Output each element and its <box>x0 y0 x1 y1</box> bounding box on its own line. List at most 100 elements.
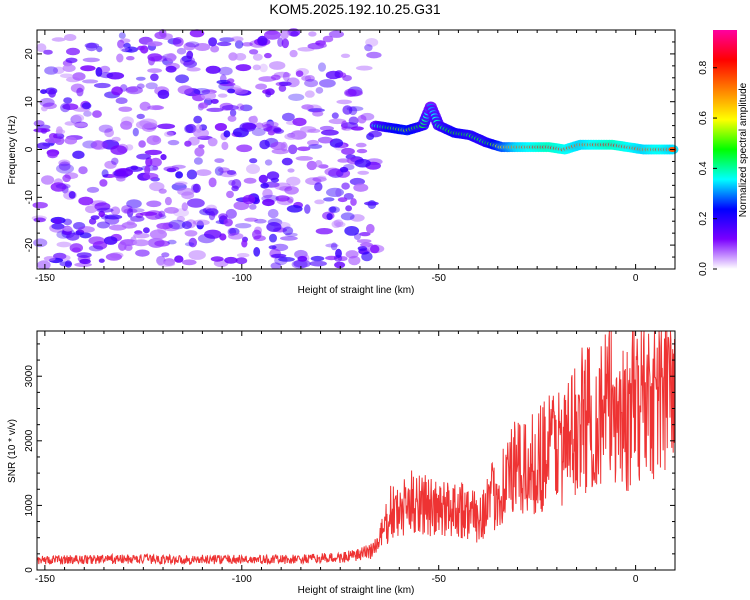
snr-x-ticks: -150 -100 -50 0 <box>35 331 676 585</box>
heatmap-noise-cell <box>254 218 267 224</box>
heatmap-noise-cell <box>186 50 194 60</box>
heatmap-noise-cell <box>343 164 355 171</box>
heatmap-noise-cell <box>174 181 188 186</box>
heatmap-noise-cell <box>132 127 139 137</box>
heatmap-noise-cell <box>290 31 299 37</box>
heatmap-noise-cell <box>69 243 84 253</box>
heatmap-noise-cell <box>314 182 323 192</box>
heatmap-noise-cell <box>343 193 354 200</box>
heatmap-noise-cell <box>345 250 359 259</box>
heatmap-noise-cell <box>262 198 275 207</box>
heatmap-noise-cell <box>273 127 282 133</box>
heatmap-noise-cell <box>110 206 121 216</box>
heatmap-noise-cell <box>176 47 187 55</box>
heatmap-noise-cell <box>312 110 324 117</box>
heatmap-noise-cell <box>36 43 47 53</box>
heatmap-noise-cell <box>328 30 344 38</box>
heatmap-noise-cell <box>368 130 382 138</box>
heatmap-noise-cell <box>147 53 163 62</box>
x-tick-label: -50 <box>431 273 446 284</box>
heatmap-noise-cell <box>79 258 91 265</box>
y-tick-label: 0 <box>24 567 35 573</box>
heatmap-noise-cell <box>103 236 118 245</box>
heatmap-noise-cell <box>270 262 282 270</box>
heatmap-noise-cell <box>337 158 350 163</box>
heatmap-noise-cell <box>225 208 237 219</box>
heatmap-noise-cell <box>276 197 294 206</box>
heatmap-noise-cell <box>188 237 197 248</box>
heatmap-noise-cell <box>356 239 372 244</box>
heatmap-noise-cell <box>119 46 129 52</box>
heatmap-noise-cell <box>312 176 327 182</box>
heatmap-noise-cell <box>207 137 218 147</box>
heatmap-noise-cell <box>262 123 273 132</box>
heatmap-noise-cell <box>92 241 108 250</box>
spectrogram-x-ticks: -150 -100 -50 0 <box>35 30 676 284</box>
heatmap-noise-cell <box>315 87 324 94</box>
heatmap-noise-cell <box>210 98 219 104</box>
heatmap-noise-cell <box>227 88 236 94</box>
heatmap-noise-cell <box>47 152 58 159</box>
heatmap-noise-cell <box>340 212 355 221</box>
heatmap-noise-cell <box>251 229 262 240</box>
heatmap-noise-cell <box>262 188 273 199</box>
heatmap-noise-cell <box>268 245 277 250</box>
heatmap-noise-cell <box>73 222 86 230</box>
heatmap-noise-cell <box>251 127 266 137</box>
heatmap-noise-cell <box>342 105 353 115</box>
heatmap-noise-cell <box>65 57 78 63</box>
heatmap-noise-cell <box>128 208 145 213</box>
heatmap-noise-cell <box>269 233 277 243</box>
heatmap-noise-cell <box>187 198 205 208</box>
heatmap-noise-cell <box>126 199 142 209</box>
heatmap-noise-cell <box>41 175 55 185</box>
heatmap-noise-cell <box>157 261 176 267</box>
heatmap-noise-cell <box>340 53 351 58</box>
heatmap-noise-cell <box>111 86 123 96</box>
heatmap-noise-cell <box>64 136 78 145</box>
heatmap-noise-cell <box>236 253 250 258</box>
heatmap-noise-cell <box>168 219 186 230</box>
heatmap-noise-cell <box>226 78 235 84</box>
heatmap-noise-cell <box>278 84 287 92</box>
heatmap-noise-cell <box>242 194 256 205</box>
heatmap-noise-cell <box>80 65 96 72</box>
heatmap-noise-cell <box>157 123 176 130</box>
heatmap-noise-cell <box>139 101 151 111</box>
heatmap-noise-cell <box>62 103 79 110</box>
heatmap-noise-cell <box>121 48 133 53</box>
heatmap-noise-cell <box>184 230 198 237</box>
heatmap-noise-cell <box>286 176 301 186</box>
snr-x-axis-label: Height of straight line (km) <box>298 585 415 596</box>
heatmap-noise-cell <box>44 137 62 144</box>
heatmap-noise-cell <box>93 82 111 89</box>
heatmap-noise-cell <box>181 259 197 266</box>
heatmap-noise-cell <box>208 37 218 47</box>
heatmap-noise-cell <box>364 44 373 52</box>
heatmap-noise-cell <box>349 214 365 222</box>
heatmap-noise-cell <box>255 122 264 129</box>
heatmap-noise-cell <box>243 177 257 184</box>
heatmap-noise-cell <box>292 117 307 127</box>
heatmap-noise-cell <box>233 88 249 95</box>
heatmap-noise-cell <box>163 166 180 172</box>
y-tick-label: -10 <box>24 190 35 205</box>
heatmap-noise-cell <box>271 253 287 258</box>
heatmap-noise-cell <box>280 29 289 40</box>
heatmap-noise-cell <box>60 73 74 79</box>
heatmap-noise-cell <box>90 215 100 220</box>
heatmap-noise-cell <box>355 142 367 148</box>
x-tick-label: 0 <box>633 574 639 585</box>
heatmap-noise-cell <box>149 181 165 192</box>
heatmap-noise-cell <box>193 115 203 124</box>
figure-title: KOM5.2025.192.10.25.G31 <box>269 1 440 17</box>
heatmap-noise-cell <box>266 171 280 181</box>
heatmap-noise-cell <box>43 49 53 55</box>
heatmap-noise-cell <box>287 168 295 173</box>
heatmap-noise-cell <box>265 91 272 98</box>
colorbar-tick-label: 0.8 <box>698 60 709 74</box>
heatmap-noise-cell <box>344 88 357 97</box>
heatmap-noise-cell <box>176 216 185 222</box>
heatmap-noise-cell <box>329 206 337 213</box>
heatmap-noise-cell <box>149 157 162 167</box>
